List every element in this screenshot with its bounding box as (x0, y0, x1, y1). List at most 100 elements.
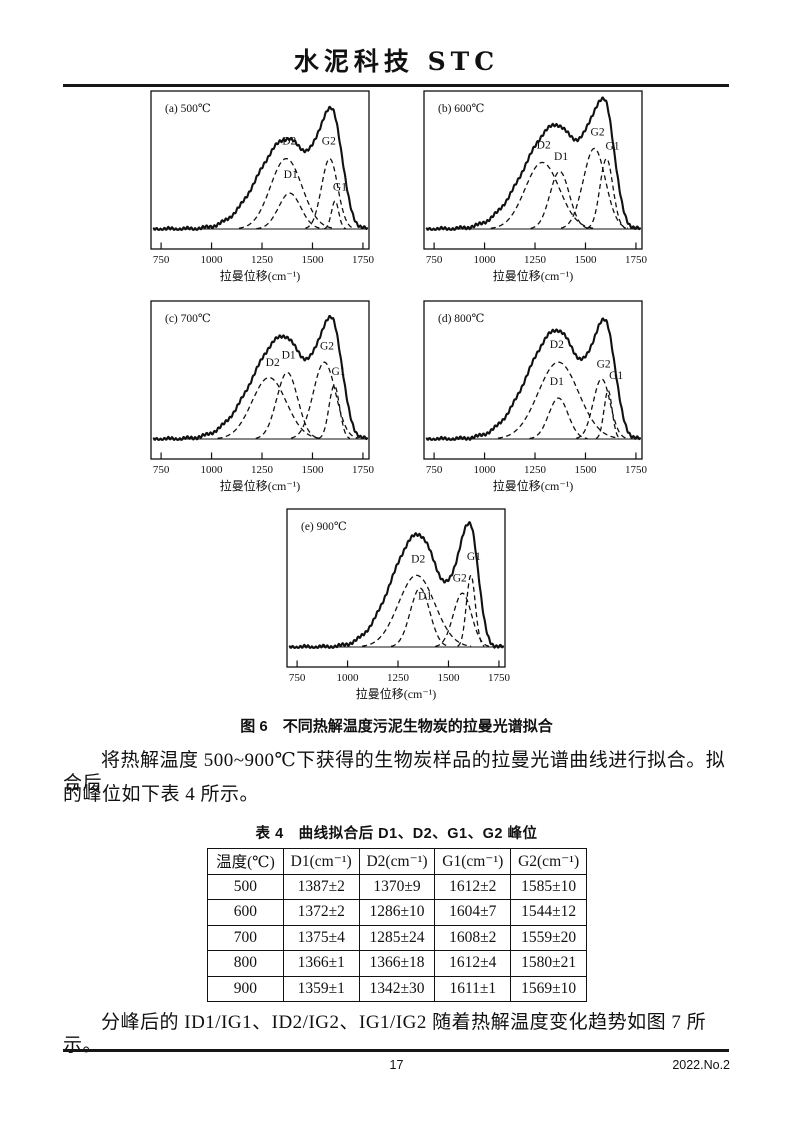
raman-panel-a: 750 1000 1250 1500 1750 拉曼位移(cm⁻¹) D2 D1 G2 G1 (a)… (131, 85, 391, 285)
x-axis-label: 拉曼位移(cm⁻¹) (493, 268, 574, 283)
table-cell: 1375±4 (282, 924, 360, 951)
table-cell: 600 (207, 899, 284, 926)
component-label-D1: D1 (282, 349, 296, 361)
component-label-G1: G1 (609, 370, 623, 382)
x-tick-label: 1250 (387, 672, 410, 684)
table-row: 600 1372±2 1286±10 1604±7 1544±12 (207, 899, 587, 926)
table-cell: 700 (207, 924, 284, 951)
component-label-G2: G2 (591, 127, 605, 139)
component-curve-G1 (318, 384, 351, 440)
axes-frame (423, 300, 643, 460)
axes-frame (286, 508, 506, 668)
body-paragraph-line-2: 的峰位如下表 4 所示。 (63, 784, 260, 805)
component-curve-D1 (530, 170, 589, 230)
table-row: 500 1387±2 1370±9 1612±2 1585±10 (207, 873, 587, 900)
table-cell: 800 (207, 950, 284, 977)
x-tick-label: 750 (153, 464, 170, 476)
x-tick-label: 1000 (474, 464, 497, 476)
table-header-cell: D1(cm⁻¹) (282, 848, 360, 875)
figure-6-caption: 图 6 不同热解温度污泥生物炭的拉曼光谱拟合 (240, 718, 553, 735)
x-tick-label: 1500 (574, 464, 597, 476)
component-curve-D2 (217, 376, 321, 439)
journal-header-title: 水泥科技 STC (293, 47, 500, 76)
x-tick-label: 750 (289, 672, 306, 684)
x-tick-label: 1750 (625, 464, 648, 476)
component-curve-G1 (323, 200, 347, 230)
component-label-D2: D2 (537, 139, 551, 151)
component-label-D1: D1 (550, 376, 564, 388)
page-number: 17 (389, 1058, 404, 1072)
table-cell: 1286±10 (358, 899, 436, 926)
x-tick-label: 1250 (251, 464, 274, 476)
component-label-D1: D1 (418, 591, 432, 603)
component-curve-G2 (560, 147, 628, 229)
panel-title: (e) 900℃ (301, 521, 347, 533)
axes-frame (423, 90, 643, 250)
x-tick-label: 1500 (574, 254, 597, 266)
x-tick-label: 750 (153, 254, 170, 266)
footer-divider (63, 1049, 729, 1052)
component-curve-D2 (497, 361, 619, 439)
table-cell: 1580±21 (510, 950, 587, 977)
table-4-title: 表 4 曲线拟合后 D1、D2、G1、G2 峰位 (255, 826, 538, 842)
x-tick-label: 1750 (625, 254, 648, 266)
component-label-G1: G1 (605, 141, 619, 153)
component-label-D2: D2 (282, 136, 296, 148)
component-curve-G2 (290, 361, 358, 439)
measured-curve (425, 96, 642, 231)
peak-table-body: 500 1387±2 1370±9 1612±2 1585±10 600 1372±2 128… (207, 873, 587, 1002)
table-cell: 1612±4 (434, 950, 512, 977)
panel-title: (d) 800℃ (438, 313, 485, 325)
component-label-G2: G2 (322, 136, 336, 148)
measured-curve (425, 317, 642, 441)
x-axis-label: 拉曼位移(cm⁻¹) (220, 268, 301, 283)
x-tick-label: 1500 (437, 672, 460, 684)
component-curve-D2 (361, 574, 472, 647)
x-axis-label: 拉曼位移(cm⁻¹) (220, 478, 301, 493)
component-label-D2: D2 (266, 357, 280, 369)
table-header-row: 温度(℃) D1(cm⁻¹) D2(cm⁻¹) G1(cm⁻¹) G2(cm⁻¹) (207, 848, 587, 875)
x-tick-label: 1500 (301, 254, 324, 266)
table-header-cell: G1(cm⁻¹) (434, 848, 512, 875)
table-cell: 1366±18 (358, 950, 436, 977)
component-label-G2: G2 (320, 340, 334, 352)
table-cell: 1608±2 (434, 924, 512, 951)
table-cell: 1585±10 (510, 873, 587, 900)
x-tick-label: 1000 (474, 254, 497, 266)
component-label-G1: G1 (331, 366, 345, 378)
x-tick-label: 1000 (337, 672, 360, 684)
raman-panel-e: 750 1000 1250 1500 1750 拉曼位移(cm⁻¹) D2 D1 G2 G1 (e)… (267, 503, 527, 703)
axes-frame (150, 300, 370, 460)
x-tick-label: 1250 (251, 254, 274, 266)
component-curve-D2 (238, 157, 334, 229)
panel-title: (c) 700℃ (165, 313, 211, 325)
component-curve-D1 (256, 192, 324, 230)
peak-position-table: 温度(℃) D1(cm⁻¹) D2(cm⁻¹) G1(cm⁻¹) G2(cm⁻¹) 50… (207, 848, 587, 1002)
measured-curve (152, 314, 369, 441)
x-tick-label: 1000 (201, 254, 224, 266)
x-tick-label: 1750 (488, 672, 511, 684)
component-label-D1: D1 (554, 151, 568, 163)
measured-curve (152, 105, 369, 231)
table-row: 800 1366±1 1366±18 1612±4 1580±21 (207, 950, 587, 977)
table-cell: 1370±9 (358, 873, 436, 900)
table-cell: 1544±12 (510, 899, 587, 926)
table-cell: 900 (207, 975, 284, 1002)
x-tick-label: 1000 (201, 464, 224, 476)
table-header-cell: G2(cm⁻¹) (510, 848, 587, 875)
measured-curve (288, 521, 505, 649)
component-curve-G2 (305, 157, 355, 229)
x-tick-label: 1250 (524, 254, 547, 266)
table-cell: 1359±1 (282, 975, 360, 1002)
component-curve-D1 (255, 371, 319, 439)
component-label-D1: D1 (284, 169, 298, 181)
table-header-cell: 温度(℃) (207, 848, 284, 875)
axes-frame (150, 90, 370, 250)
raman-panel-c: 750 1000 1250 1500 1750 拉曼位移(cm⁻¹) D2 D1 G2 G1 (c)… (131, 295, 391, 495)
table-cell: 1387±2 (282, 873, 360, 900)
table-cell: 1366±1 (282, 950, 360, 977)
